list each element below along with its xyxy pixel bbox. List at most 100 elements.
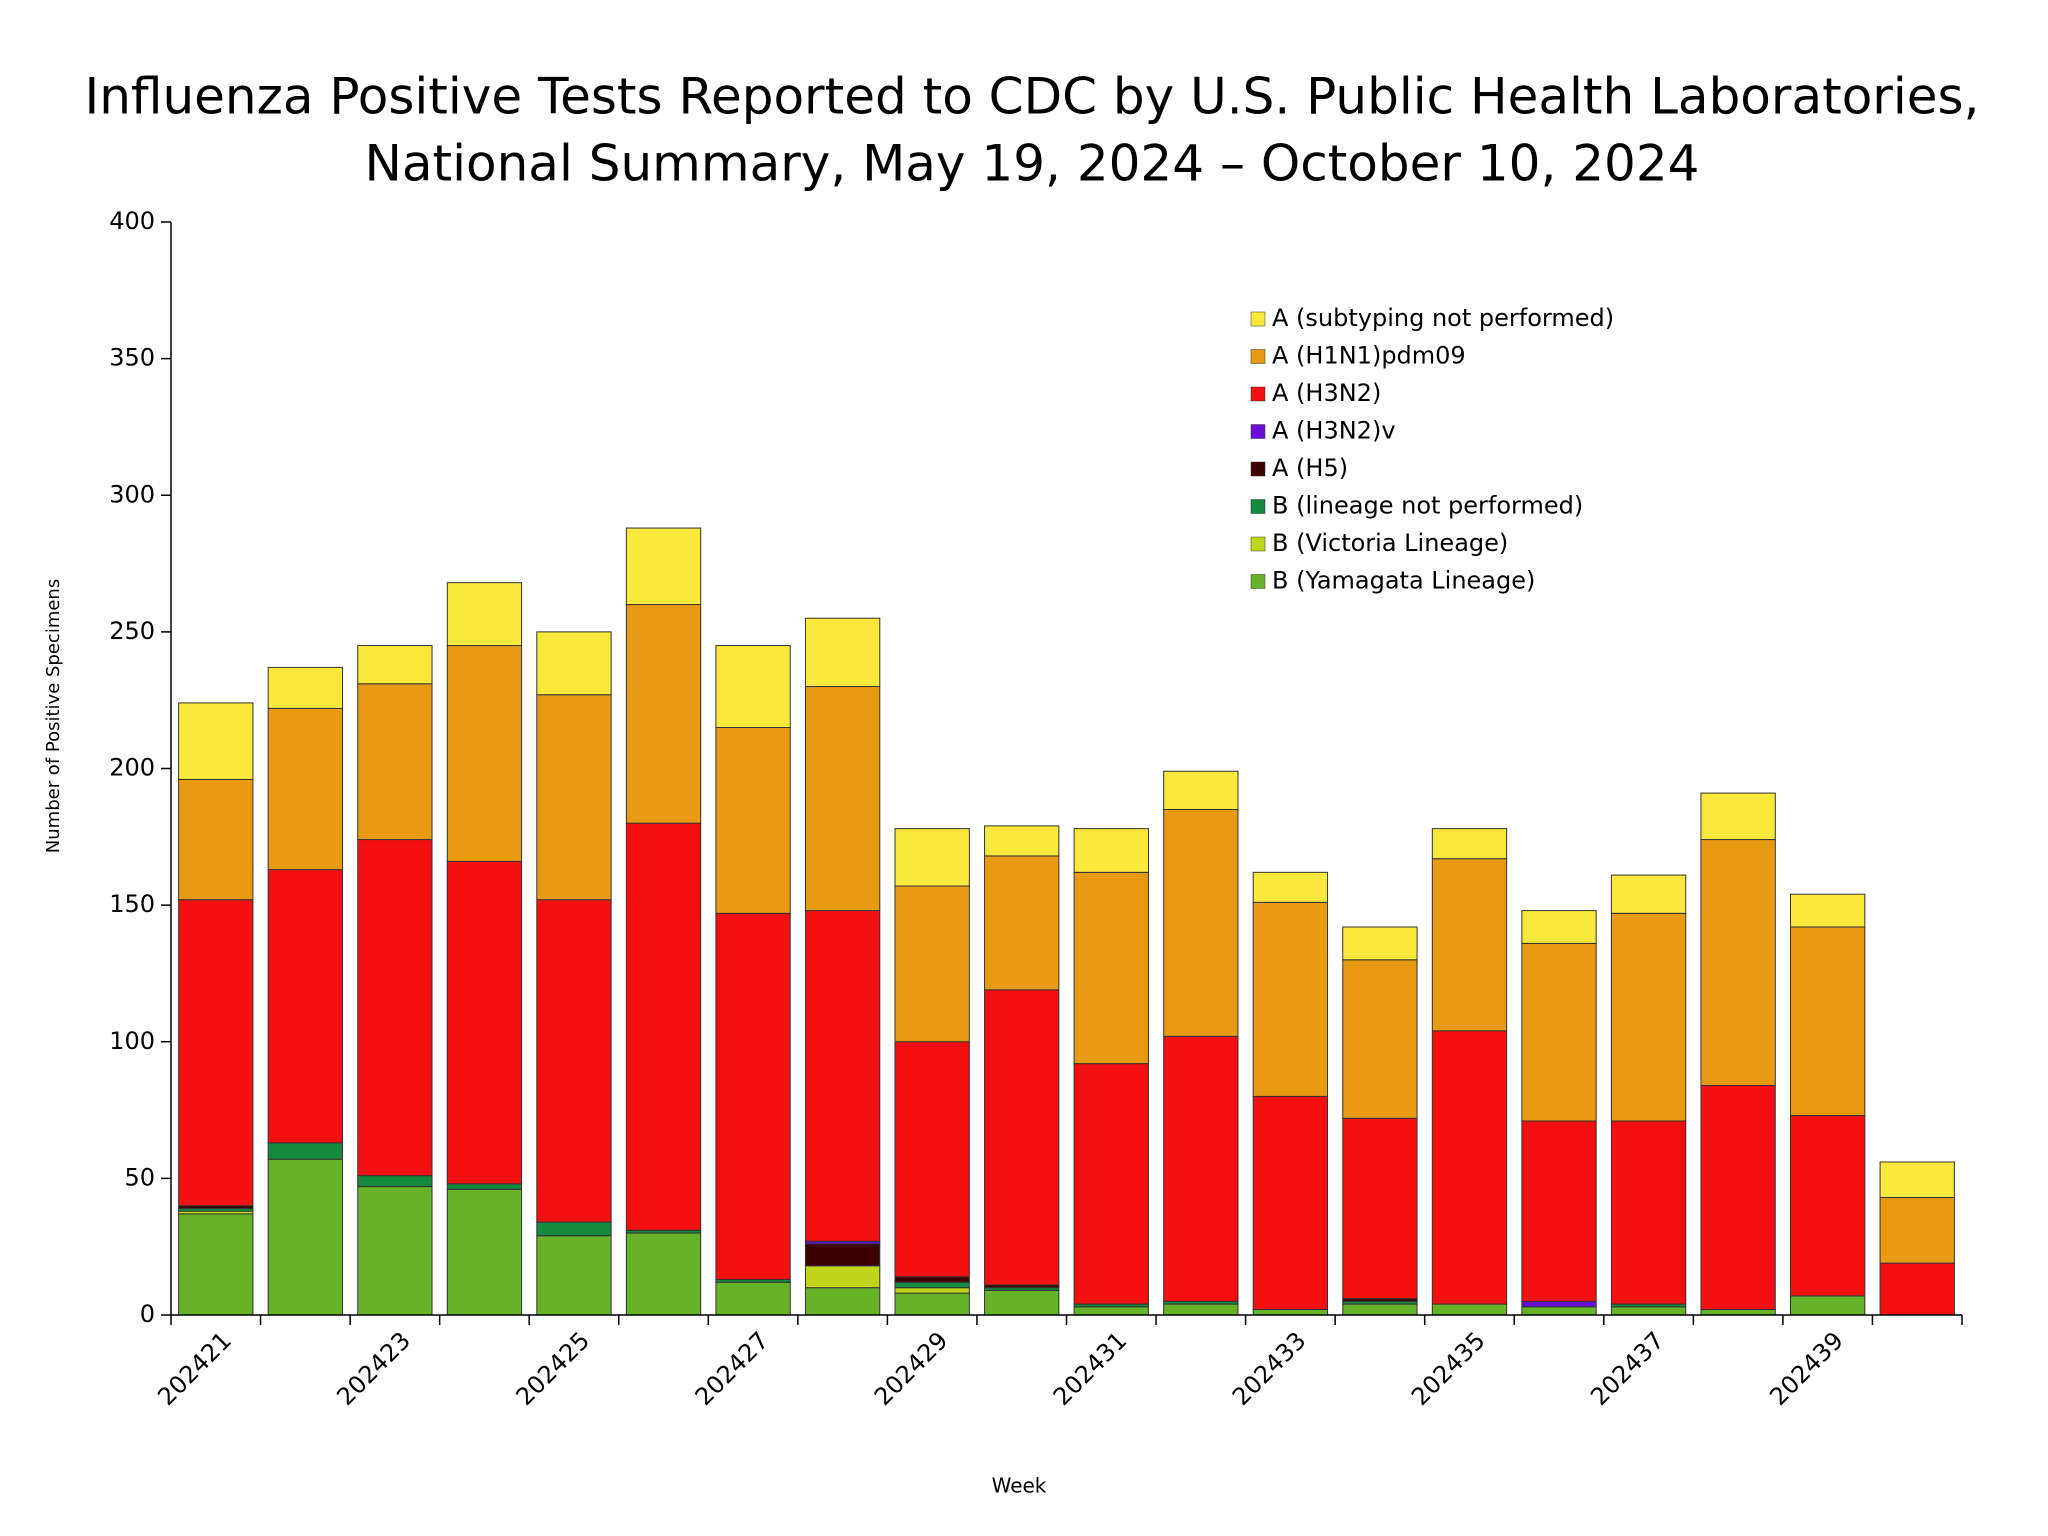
bar-segment bbox=[804, 1243, 881, 1267]
y-tick-label: 50 bbox=[124, 1163, 155, 1191]
bar-segment bbox=[1700, 839, 1776, 1086]
bar-segment bbox=[1431, 1030, 1508, 1305]
chart-title: Influenza Positive Tests Reported to CDC… bbox=[85, 68, 1980, 126]
legend-label: A (H1N1)pdm09 bbox=[1272, 342, 1466, 370]
legend-swatch bbox=[1250, 499, 1266, 514]
legend-swatch bbox=[1250, 574, 1266, 589]
bar-segment bbox=[1431, 858, 1508, 1032]
bar-segment bbox=[1521, 1120, 1597, 1302]
bar-segment bbox=[1252, 901, 1329, 1097]
y-tick-label: 300 bbox=[109, 480, 155, 508]
bar-segment bbox=[1163, 808, 1239, 1037]
bar-segment bbox=[536, 1221, 612, 1237]
bar-segment bbox=[1700, 1309, 1776, 1316]
bar-segment bbox=[536, 1235, 612, 1316]
bar-segment bbox=[267, 1142, 343, 1160]
bar-segment bbox=[625, 527, 702, 606]
bar-segment bbox=[267, 869, 343, 1144]
bar-segment bbox=[984, 1289, 1060, 1316]
legend-swatch bbox=[1250, 386, 1266, 402]
bar-segment bbox=[1521, 1300, 1597, 1308]
bar-segment bbox=[178, 1213, 254, 1316]
chart-title: National Summary, May 19, 2024 – October… bbox=[364, 135, 1699, 193]
bar-segment bbox=[1073, 1063, 1149, 1305]
bar-segment bbox=[1342, 926, 1418, 961]
x-axis-label: Week bbox=[992, 1474, 1047, 1498]
legend-label: B (Victoria Lineage) bbox=[1272, 529, 1508, 557]
legend-label: A (subtyping not performed) bbox=[1272, 304, 1614, 332]
bar-segment bbox=[1431, 1303, 1508, 1316]
bar-segment bbox=[1252, 1095, 1329, 1311]
bar-segment bbox=[357, 645, 433, 685]
bar-segment bbox=[357, 1175, 433, 1188]
y-tick-label: 350 bbox=[109, 344, 155, 372]
legend-label: B (lineage not performed) bbox=[1272, 492, 1583, 520]
y-tick-label: 100 bbox=[109, 1027, 155, 1055]
bar-segment bbox=[1521, 942, 1597, 1122]
bar-segment bbox=[536, 631, 612, 696]
bar-segment bbox=[267, 666, 343, 709]
bar-segment bbox=[894, 1276, 970, 1283]
bar-segment bbox=[178, 702, 254, 780]
bar-segment bbox=[715, 1281, 791, 1316]
bar-segment bbox=[1342, 1303, 1418, 1316]
bar-segment bbox=[1610, 912, 1687, 1122]
bar-segment bbox=[894, 1287, 970, 1294]
bar-segment bbox=[984, 855, 1060, 991]
y-tick-label: 250 bbox=[109, 617, 155, 645]
bar-segment bbox=[536, 694, 612, 901]
bar-segment bbox=[357, 683, 433, 841]
bar-segment bbox=[1790, 1295, 1866, 1316]
bar-segment bbox=[1700, 1084, 1776, 1311]
bar-segment bbox=[1163, 1303, 1239, 1316]
bar-segment bbox=[446, 1188, 523, 1316]
bar-segment bbox=[1342, 1117, 1418, 1300]
bar-segment bbox=[894, 1041, 970, 1278]
bar-segment bbox=[715, 645, 791, 729]
bar-segment bbox=[804, 1287, 881, 1316]
y-axis-label: Number of Positive Specimens bbox=[43, 579, 64, 853]
bar-segment bbox=[894, 1292, 970, 1316]
bar-segment bbox=[536, 899, 612, 1223]
y-tick-label: 150 bbox=[109, 890, 155, 918]
bar-segment bbox=[1610, 1120, 1687, 1305]
bar-segment bbox=[1431, 828, 1508, 860]
y-tick-label: 400 bbox=[109, 207, 155, 235]
bar-segment bbox=[1252, 1309, 1329, 1316]
bar-segment bbox=[1879, 1197, 1955, 1264]
bar-segment bbox=[1790, 893, 1866, 928]
legend-swatch bbox=[1250, 311, 1266, 327]
legend-swatch bbox=[1250, 349, 1266, 364]
bar-segment bbox=[357, 1186, 433, 1316]
legend-label: A (H3N2) bbox=[1272, 379, 1381, 407]
y-tick-label: 200 bbox=[109, 754, 155, 782]
legend-label: B (Yamagata Lineage) bbox=[1272, 567, 1535, 595]
bar-segment bbox=[625, 822, 702, 1231]
bar-segment bbox=[625, 604, 702, 824]
bar-segment bbox=[1252, 871, 1329, 903]
bar-segment bbox=[446, 645, 523, 862]
legend-label: A (H5) bbox=[1272, 454, 1348, 482]
bar-segment bbox=[894, 885, 970, 1043]
bar-segment bbox=[357, 839, 433, 1177]
bar-segment bbox=[1790, 926, 1866, 1117]
bar-segment bbox=[1342, 959, 1418, 1119]
bar-segment bbox=[804, 1265, 881, 1289]
bar-segment bbox=[267, 707, 343, 871]
bar-segment bbox=[1073, 1306, 1149, 1316]
bar-segment bbox=[1521, 910, 1597, 944]
bar-segment bbox=[894, 1281, 970, 1289]
bar-segment bbox=[178, 778, 254, 901]
bar-segment bbox=[1700, 792, 1776, 841]
bar-segment bbox=[1073, 828, 1149, 873]
bar-segment bbox=[1879, 1161, 1955, 1199]
bar-segment bbox=[446, 582, 523, 647]
legend-swatch bbox=[1250, 461, 1266, 477]
bar-segment bbox=[804, 686, 881, 912]
bar-segment bbox=[1163, 1035, 1239, 1302]
legend-label: A (H3N2)v bbox=[1272, 417, 1396, 445]
bar-segment bbox=[804, 910, 881, 1242]
legend-swatch bbox=[1250, 536, 1266, 552]
bar-segment bbox=[715, 912, 791, 1280]
